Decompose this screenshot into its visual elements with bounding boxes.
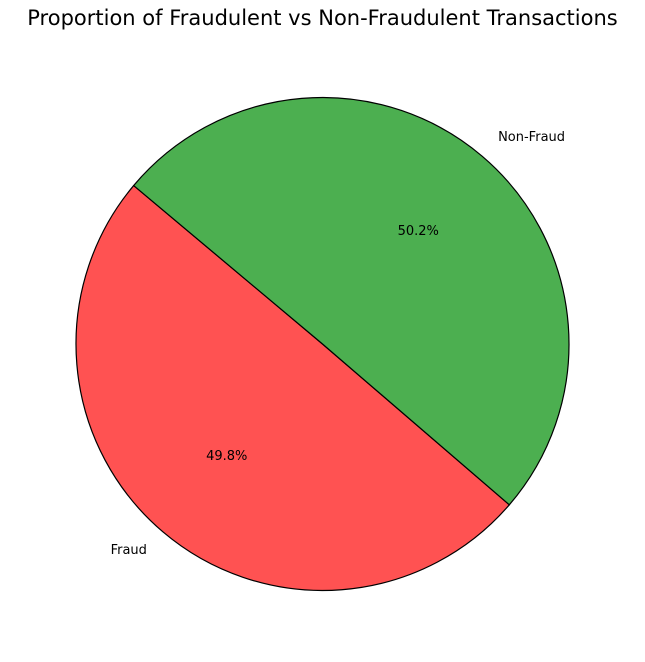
slice-label-fraud: Fraud: [111, 543, 147, 558]
chart-title: Proportion of Fraudulent vs Non-Fraudule…: [27, 6, 618, 30]
slice-percent-fraud: 49.8%: [206, 449, 247, 464]
slice-label-non-fraud: Non-Fraud: [498, 130, 565, 145]
pie-slice-fraud: [75, 184, 510, 592]
pie-labels: Fraud 49.8% Non-Fraud 50.2%: [111, 130, 565, 558]
slice-percent-non-fraud: 50.2%: [398, 224, 439, 239]
pie-slices: [75, 96, 570, 592]
pie-slice-non-fraud: [133, 96, 570, 506]
